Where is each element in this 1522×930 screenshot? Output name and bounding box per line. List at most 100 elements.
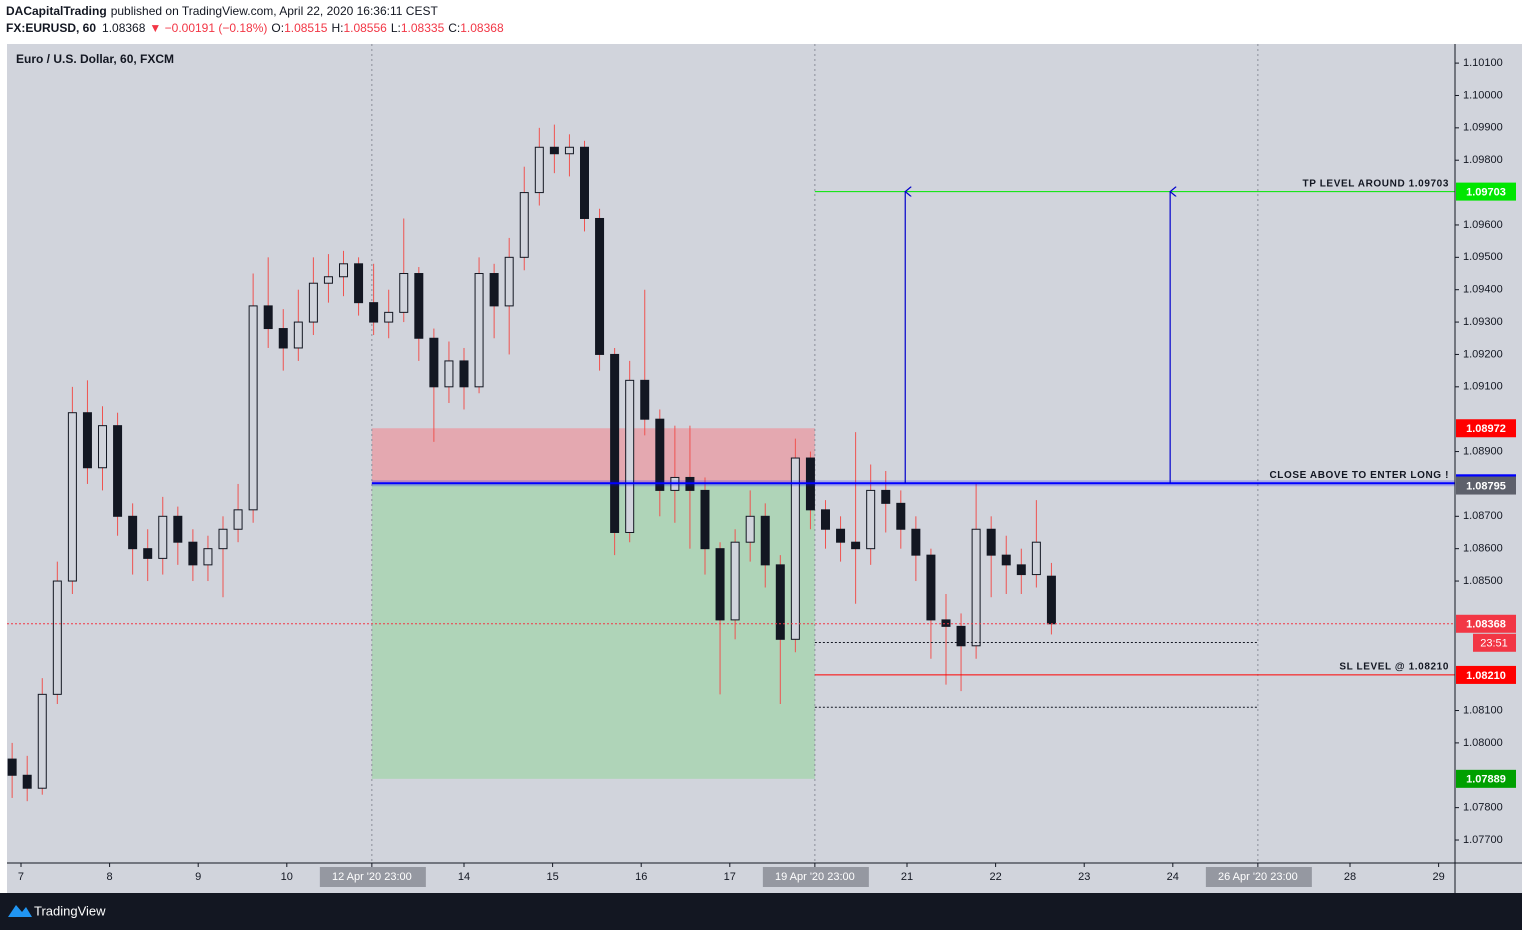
candle-body — [52, 580, 62, 695]
x-tick-highlight — [762, 867, 869, 887]
price-label: 1.09703 — [1466, 187, 1506, 199]
candle-body — [37, 693, 47, 789]
price-label-bg — [1456, 182, 1516, 201]
candle-body — [911, 528, 921, 556]
candle-body — [143, 548, 153, 559]
open-value: 1.08515 — [284, 21, 328, 35]
candle-body — [158, 515, 168, 559]
candle-body — [625, 379, 635, 533]
candle-body — [354, 263, 364, 304]
candle-body — [278, 328, 288, 349]
author: DACapitalTrading — [6, 4, 107, 18]
close-value: 1.08368 — [460, 21, 504, 35]
candle-body — [715, 548, 725, 621]
y-tick-label: 1.10100 — [1463, 57, 1503, 69]
last-price: 1.08368 — [102, 21, 146, 35]
price-label-bg — [1456, 419, 1516, 438]
header-line-2: FX:EURUSD, 60 1.08368 ▼ −0.00191 (−0.18%) O… — [6, 21, 504, 35]
y-tick-label: 1.10000 — [1463, 89, 1503, 101]
x-tick-label: 15 — [546, 871, 558, 883]
candle-body — [700, 489, 710, 550]
candle-body — [564, 146, 574, 155]
zone — [371, 428, 815, 484]
x-tick-label: 22 — [989, 871, 1001, 883]
candle-body — [444, 360, 454, 388]
candle-body — [98, 425, 108, 469]
x-tick-label: 12 Apr '20 23:00 — [332, 871, 412, 883]
x-tick-label: 17 — [724, 871, 736, 883]
price-label-bg — [1456, 665, 1516, 684]
candle-body — [7, 758, 17, 776]
candle-body — [790, 457, 800, 640]
candle-body — [82, 412, 92, 469]
candle-body — [549, 146, 559, 155]
candle-body — [1031, 541, 1041, 576]
y-tick-label: 1.08900 — [1463, 445, 1503, 457]
candle-body — [474, 273, 484, 388]
candle-body — [1001, 554, 1011, 566]
open-label: O: — [271, 21, 284, 35]
header-bg — [0, 0, 1522, 44]
candle-body — [851, 541, 861, 550]
countdown: 23:51 — [1480, 638, 1508, 650]
candle-body — [233, 509, 243, 530]
candle-body — [519, 192, 529, 258]
low-label: L: — [391, 21, 401, 35]
x-tick-label: 8 — [107, 871, 113, 883]
candle-body — [655, 418, 665, 491]
candle-body — [640, 379, 650, 420]
countdown-bg — [1473, 633, 1516, 652]
price-label: 1.08972 — [1466, 423, 1506, 435]
price-label-bg — [1456, 769, 1516, 788]
level-label: CLOSE ABOVE TO ENTER LONG ! — [1269, 470, 1449, 481]
y-tick-label: 1.08500 — [1463, 575, 1503, 587]
candle-body — [293, 321, 303, 349]
candle-body — [429, 337, 439, 388]
candle-body — [323, 276, 333, 284]
candle-body — [760, 515, 770, 566]
candle-body — [730, 541, 740, 621]
zone — [371, 483, 815, 779]
candle-body — [579, 146, 589, 219]
chart-title: Euro / U.S. Dollar, 60, FXCM — [16, 52, 174, 66]
y-tick-label: 1.09400 — [1463, 284, 1503, 296]
candle-body — [971, 528, 981, 647]
candle-body — [534, 146, 544, 194]
y-tick-label: 1.08000 — [1463, 737, 1503, 749]
candle-body — [956, 625, 966, 647]
candle-body — [203, 548, 213, 566]
y-tick-label: 1.09900 — [1463, 122, 1503, 134]
candle-body — [610, 353, 620, 533]
chart-layer: 1.07700 1.07800 1.08000 1.08100 1.08500 1.086… — [7, 44, 1516, 887]
y-tick-label: 1.08600 — [1463, 543, 1503, 555]
candle-body — [173, 515, 183, 543]
candle-body — [926, 554, 936, 621]
high-label: H: — [331, 21, 343, 35]
y-tick-label: 1.09600 — [1463, 219, 1503, 231]
y-tick-label: 1.08100 — [1463, 704, 1503, 716]
candle-body — [218, 528, 228, 550]
x-tick-label: 23 — [1078, 871, 1090, 883]
price-label-bg — [1456, 614, 1516, 633]
candle-body — [986, 528, 996, 556]
candle-body — [128, 515, 138, 550]
candle-body — [248, 305, 258, 511]
candle-body — [1016, 564, 1026, 576]
candle-body — [188, 541, 198, 566]
candle-body — [866, 489, 876, 550]
candle-body — [881, 489, 891, 504]
price-label: 1.07889 — [1466, 774, 1506, 786]
x-tick-highlight — [319, 867, 426, 887]
brand: TradingView — [34, 903, 106, 918]
x-tick-label: 29 — [1432, 871, 1444, 883]
y-tick-label: 1.07700 — [1463, 834, 1503, 846]
price-label: 1.08795 — [1466, 480, 1506, 492]
y-tick-label: 1.08700 — [1463, 510, 1503, 522]
candle-body — [414, 273, 424, 339]
x-tick-label: 19 Apr '20 23:00 — [775, 871, 855, 883]
header-line-1: DACapitalTrading published on TradingView… — [6, 4, 438, 18]
candle-body — [113, 425, 123, 517]
candle-body — [459, 360, 469, 388]
candle-body — [775, 564, 785, 640]
